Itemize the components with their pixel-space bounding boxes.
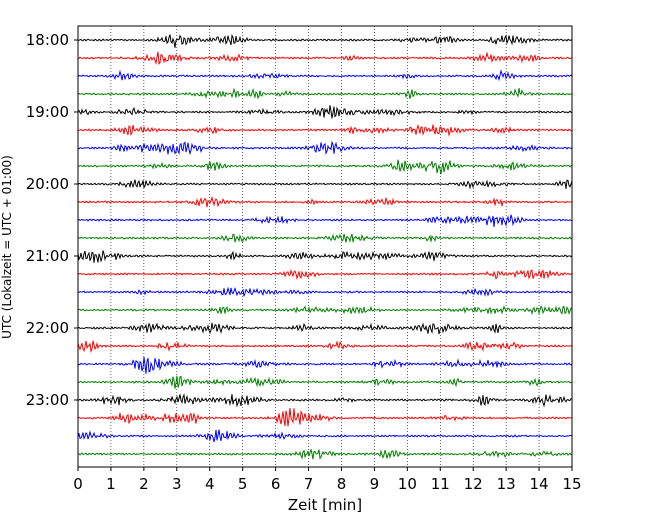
seismogram-trace (77, 250, 573, 263)
x-tick-label: 12 (464, 475, 483, 493)
seismogram-trace (77, 69, 573, 82)
seismogram-trace (77, 179, 573, 190)
x-tick-label: 10 (398, 475, 417, 493)
x-axis-label: Zeit [min] (288, 496, 362, 514)
x-tick-label: 2 (139, 475, 149, 493)
x-tick-label: 7 (304, 475, 314, 493)
x-tick-label: 5 (238, 475, 248, 493)
seismogram-trace (77, 449, 573, 460)
seismogram-trace (77, 87, 573, 100)
seismogram-trace (77, 51, 573, 65)
y-tick-label: 21:00 (26, 247, 69, 265)
seismogram-trace (77, 233, 573, 243)
x-tick-label: 3 (172, 475, 182, 493)
seismogram-trace (77, 159, 573, 175)
x-tick-label: 13 (497, 475, 516, 493)
y-axis-label: UTC (Lokalzeit = UTC + 01:00) (0, 155, 14, 339)
seismogram-trace (77, 407, 573, 427)
x-tick-label: 14 (530, 475, 549, 493)
seismogram-trace (77, 140, 573, 156)
x-axis-ticks: 0 1 2 3 4 5 6 7 8 9 10 11 12 13 14 15 (73, 467, 582, 493)
seismogram-trace (77, 124, 573, 137)
y-axis-ticks: 18:00 19:00 20:00 21:00 22:00 23:00 (26, 31, 78, 409)
x-tick-label: 11 (431, 475, 450, 493)
x-tick-label: 15 (562, 475, 581, 493)
y-tick-label: 19:00 (26, 103, 69, 121)
x-tick-label: 8 (337, 475, 347, 493)
seismogram-trace (77, 375, 573, 389)
seismogram-trace (77, 34, 573, 48)
x-tick-label: 4 (205, 475, 215, 493)
y-tick-label: 23:00 (26, 391, 69, 409)
seismogram-trace (77, 286, 573, 298)
seismogram-trace (77, 322, 573, 335)
seismogram-trace (77, 393, 573, 408)
y-tick-label: 20:00 (26, 175, 69, 193)
seismogram-trace (77, 268, 573, 281)
seismogram-trace (77, 105, 573, 119)
y-tick-label: 22:00 (26, 319, 69, 337)
seismogram-trace (77, 356, 573, 374)
plot-frame (77, 25, 573, 468)
x-tick-label: 9 (370, 475, 380, 493)
seismogram-trace (77, 340, 573, 354)
y-tick-label: 18:00 (26, 31, 69, 49)
seismogram-trace (77, 214, 573, 228)
x-tick-label: 0 (73, 475, 83, 493)
seismogram-trace (77, 429, 573, 443)
x-tick-label: 6 (271, 475, 281, 493)
seismogram-trace (77, 195, 573, 208)
x-tick-label: 1 (106, 475, 116, 493)
seismogram-trace (77, 305, 573, 316)
trace-lines (77, 34, 573, 460)
